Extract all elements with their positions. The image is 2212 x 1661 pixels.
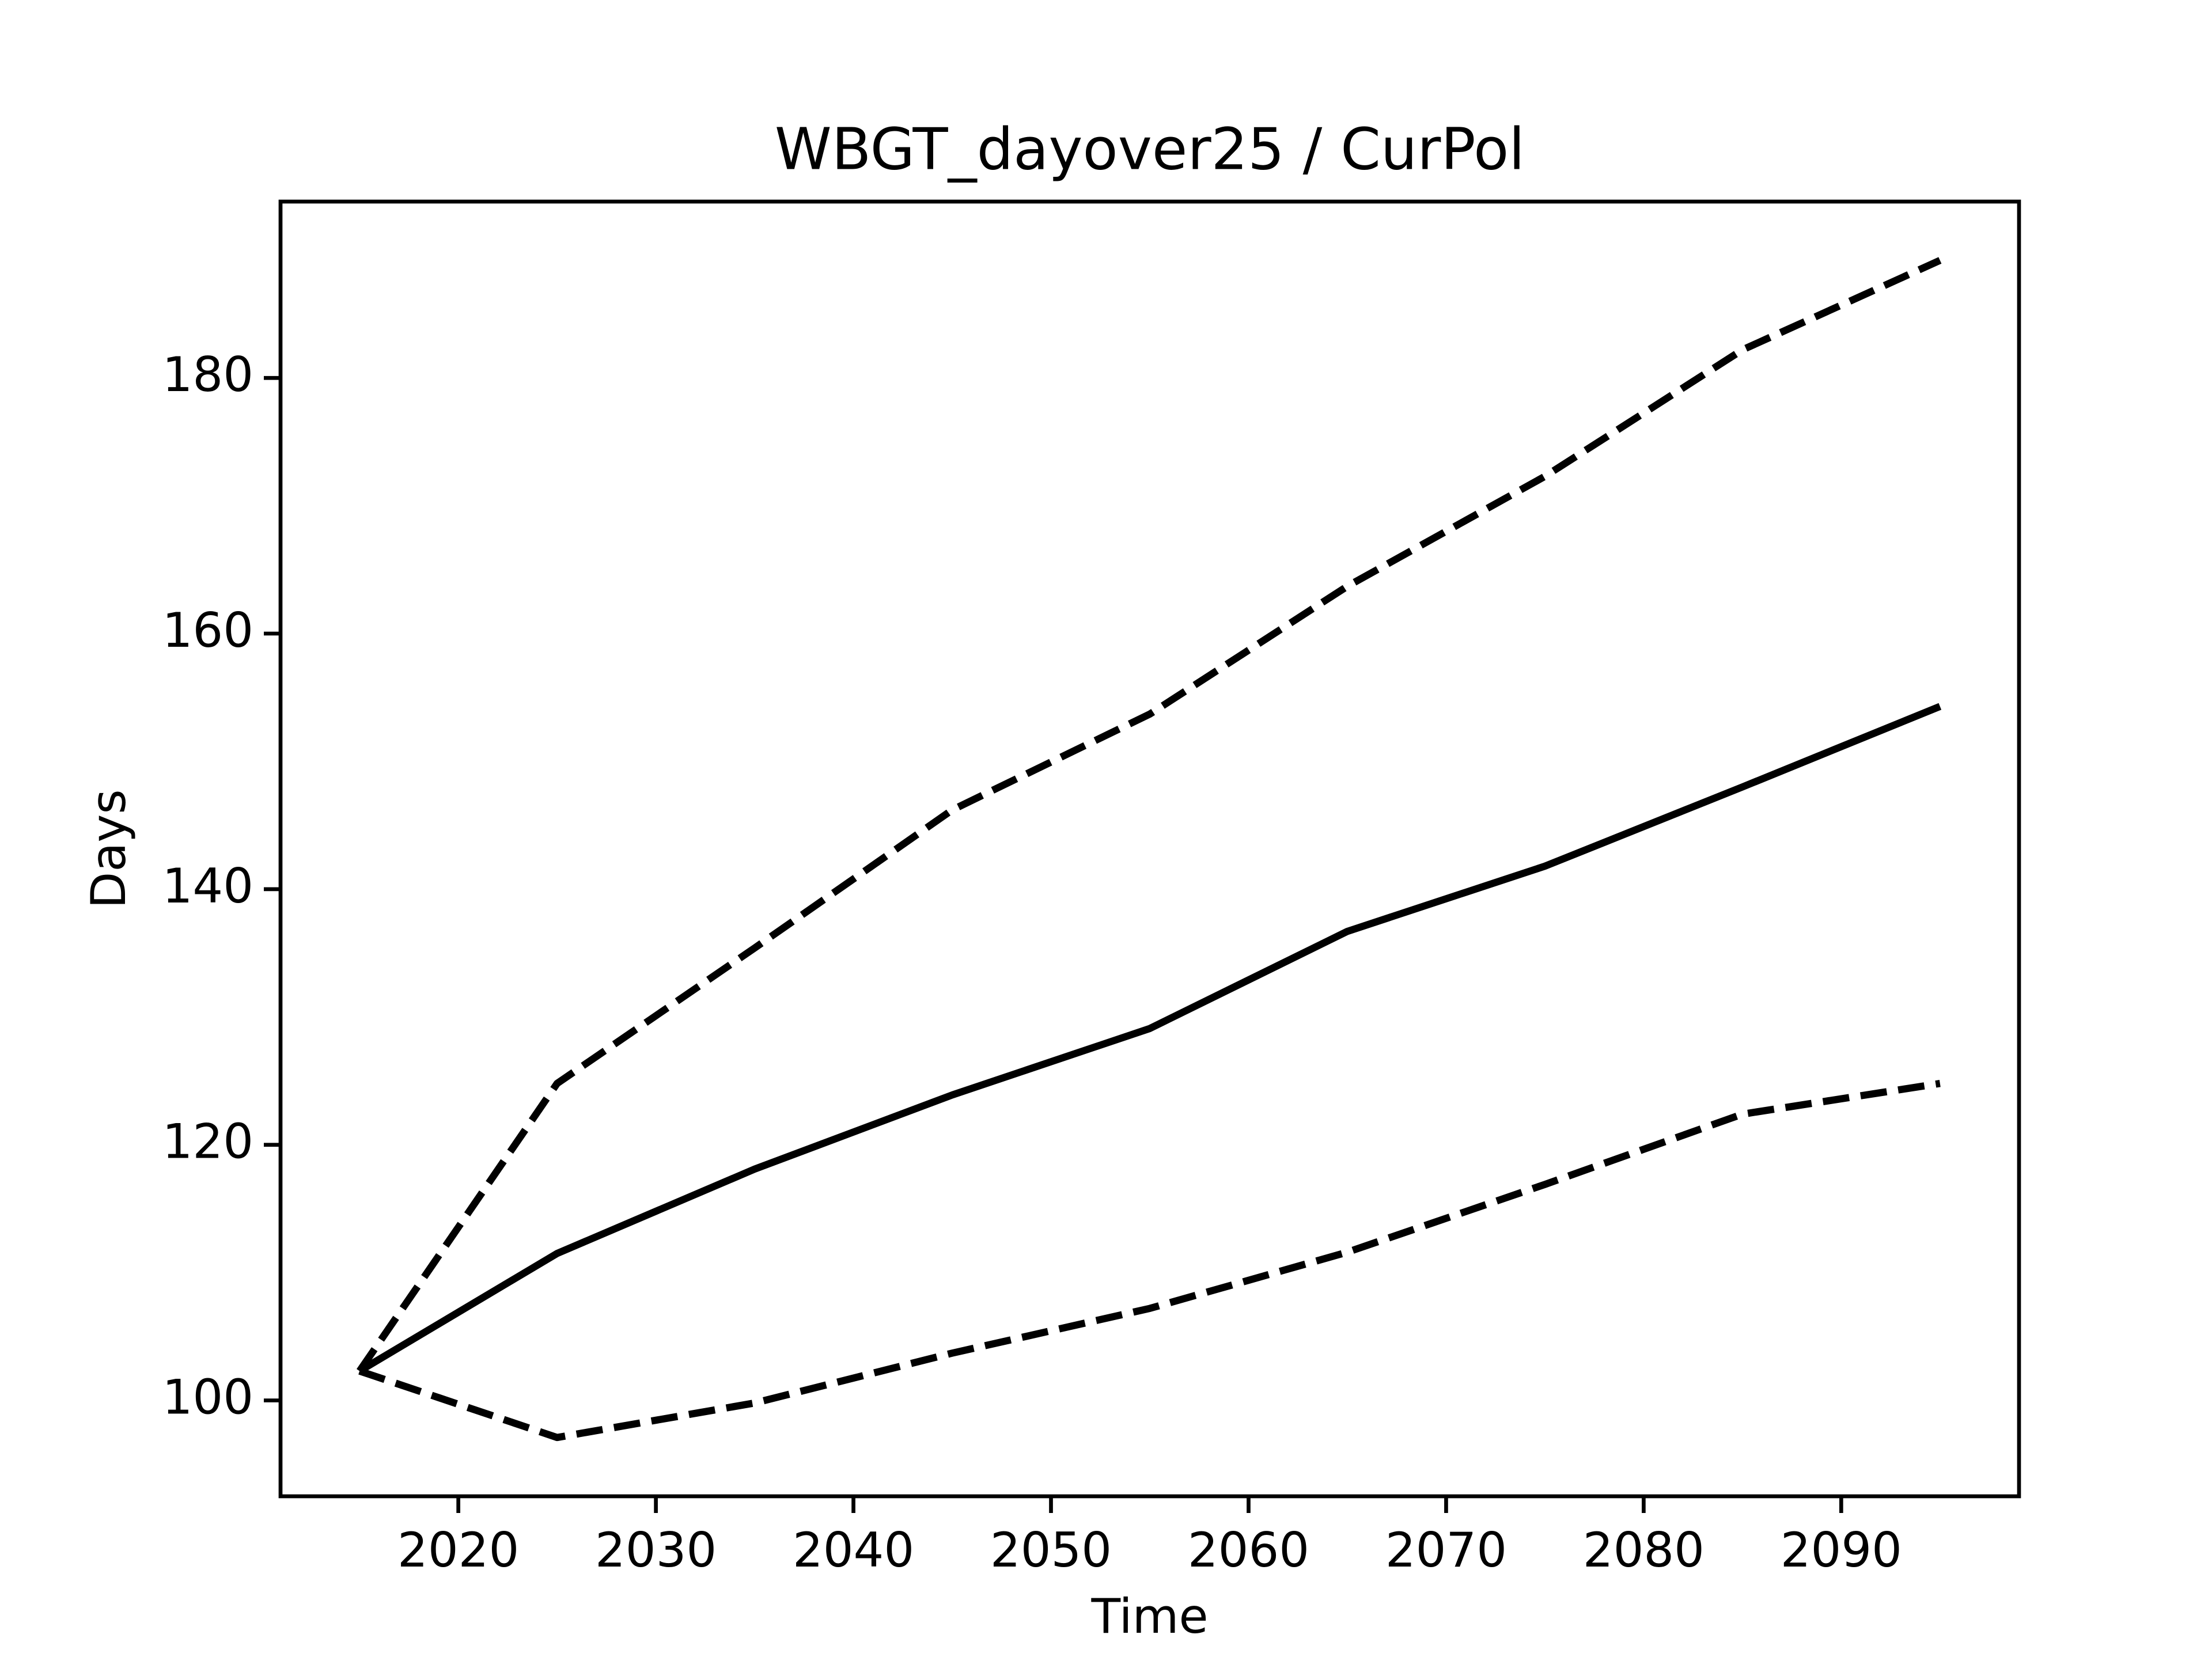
x-tick-label: 2070 — [1385, 1522, 1507, 1578]
y-tick-label: 140 — [162, 858, 253, 914]
x-tick-label: 2060 — [1188, 1522, 1309, 1578]
x-tick-label: 2020 — [397, 1522, 519, 1578]
chart-title: WBGT_dayover25 / CurPol — [775, 115, 1525, 183]
y-tick-label: 100 — [162, 1370, 253, 1425]
x-tick-label: 2050 — [990, 1522, 1112, 1578]
x-tick-label: 2040 — [793, 1522, 914, 1578]
x-axis-label: Time — [1090, 1588, 1208, 1644]
x-tick-label: 2080 — [1583, 1522, 1705, 1578]
x-tick-label: 2030 — [595, 1522, 717, 1578]
x-tick-label: 2090 — [1781, 1522, 1902, 1578]
y-tick-label: 160 — [162, 602, 253, 658]
y-tick-label: 180 — [162, 347, 253, 403]
line-series — [357, 703, 1942, 1374]
line-series — [358, 1080, 1941, 1442]
line-series — [357, 257, 1942, 1374]
axes-frame — [278, 199, 2021, 1499]
y-axis-label: Days — [81, 789, 137, 908]
y-tick-label: 120 — [162, 1114, 253, 1170]
